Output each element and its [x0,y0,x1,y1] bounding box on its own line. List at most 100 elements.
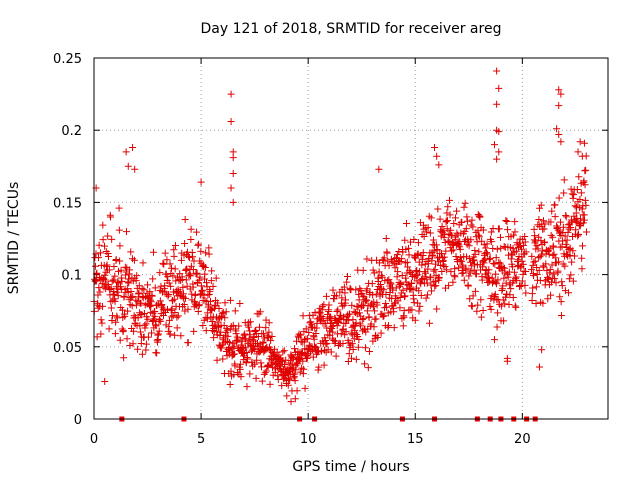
data-point [301,384,309,392]
data-point [447,268,455,276]
data-point [507,285,515,293]
data-point [240,331,248,339]
data-point [160,260,168,268]
data-point [185,254,193,262]
data-point [264,361,272,369]
data-point [417,292,425,300]
data-point [474,301,482,309]
data-point [169,272,177,280]
data-point [501,300,509,308]
data-point [557,298,565,306]
data-point [227,184,235,192]
data-point [407,269,415,277]
data-point [443,266,451,274]
data-point [460,203,468,211]
data-point [217,313,225,321]
data-point [483,249,491,257]
data-point [121,263,129,271]
data-point [554,267,562,275]
data-point [349,316,357,324]
data-point [475,212,483,220]
data-point [387,280,395,288]
data-point [318,347,326,355]
data-point [502,216,510,224]
data-point [259,330,267,338]
data-point [347,341,355,349]
data-point [560,176,568,184]
data-point [438,250,446,258]
data-point [537,201,545,209]
data-point [521,232,529,240]
data-point [313,319,321,327]
data-point [368,280,376,288]
data-point [427,214,435,222]
data-point [195,301,203,309]
data-point [552,254,560,262]
data-point [422,228,430,236]
data-point [579,242,587,250]
data-point [353,332,361,340]
data-point [445,196,453,204]
data-point [310,335,318,343]
data-point [338,302,346,310]
data-point [297,331,305,339]
data-point [399,286,407,294]
data-point [397,279,405,287]
data-point [424,265,432,273]
data-point [132,301,140,309]
data-point [430,236,438,244]
data-point [99,302,107,310]
data-point [549,233,557,241]
data-point [178,275,186,283]
data-point [369,266,377,274]
data-point [340,283,348,291]
y-tick-label: 0.05 [53,341,82,356]
data-point [377,329,385,337]
data-point [370,269,378,277]
data-point [159,259,167,267]
data-point [151,284,159,292]
data-point [494,309,502,317]
data-point [355,296,363,304]
data-point [473,270,481,278]
data-point [535,204,543,212]
data-point [414,250,422,258]
data-point [219,308,227,316]
data-point [180,300,188,308]
data-point [491,260,499,268]
data-point [344,311,352,319]
data-point [207,297,214,305]
y-tick-label: 0.25 [53,52,82,67]
data-point [205,250,213,258]
data-point [443,209,451,217]
data-point [206,305,214,313]
data-point [135,289,143,297]
data-point [342,319,350,327]
data-point [135,282,143,290]
data-point [150,248,158,256]
data-point [152,322,160,330]
data-point [347,354,355,362]
data-points [90,67,590,406]
data-point [385,262,393,270]
data-point [484,269,492,277]
data-point [325,301,333,309]
data-point [464,282,472,290]
data-point [226,339,234,347]
data-point [297,350,305,358]
data-point [245,335,253,343]
data-point [424,291,432,299]
data-point [171,241,179,249]
data-point [493,100,501,108]
data-point [396,282,404,290]
chart-title: Day 121 of 2018, SRMTID for receiver are… [201,21,502,37]
data-point [285,375,293,383]
data-point [500,242,508,250]
data-point [571,252,579,260]
data-point [195,301,203,309]
data-point [165,316,173,324]
data-point [99,221,107,229]
data-point [404,244,412,252]
data-point [328,322,336,330]
data-point [554,226,562,234]
